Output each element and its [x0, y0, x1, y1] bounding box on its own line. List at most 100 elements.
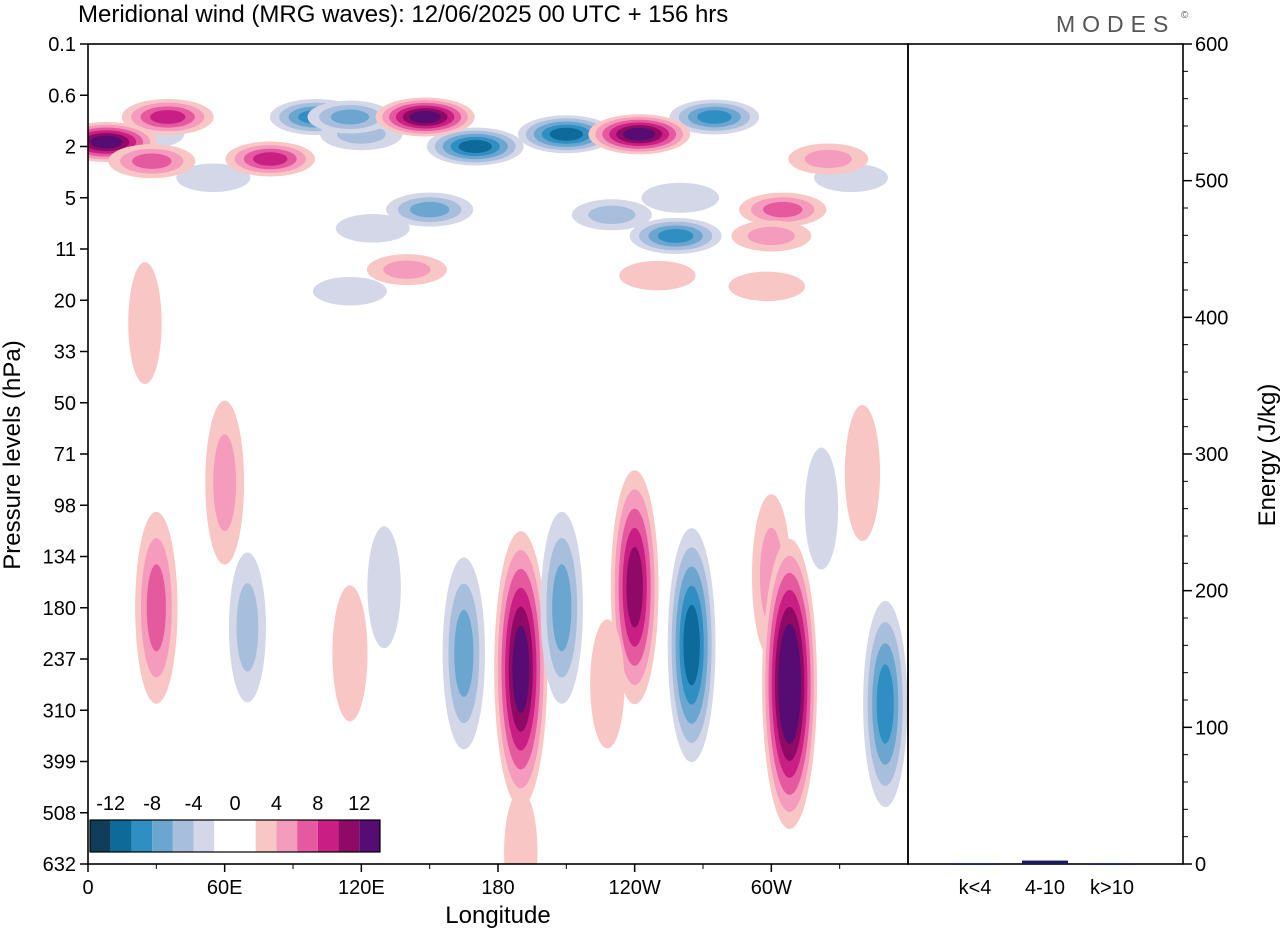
y-tick-label-1: 0.6 [48, 85, 76, 107]
wind-anomaly-27 [312, 276, 387, 306]
wind-contour-28-2 [146, 564, 166, 652]
wind-contour-36-4 [626, 547, 643, 628]
wind-anomaly-36 [610, 470, 659, 705]
wind-anomaly-6 [641, 182, 720, 213]
legend-swatch-13 [359, 820, 380, 852]
energy-tick-label-3: 300 [1195, 444, 1228, 466]
y-tick-label-14: 399 [43, 752, 76, 774]
wind-contour-24-0 [619, 260, 696, 291]
wind-contour-19-5 [623, 127, 656, 141]
wind-anomaly-16 [108, 144, 196, 179]
legend-swatch-9 [276, 820, 298, 852]
wind-anomaly-10 [335, 214, 410, 243]
legend-swatch-8 [255, 820, 277, 852]
wind-anomaly-13 [307, 100, 393, 134]
wind-contour-39-6 [781, 640, 798, 727]
wind-contour-32-0 [367, 526, 401, 649]
legend-swatch-4 [172, 820, 194, 852]
legend-swatch-1 [110, 820, 132, 852]
y-tick-label-5: 20 [54, 290, 76, 312]
legend-label-0: -12 [96, 793, 125, 815]
y-tick-label-6: 33 [54, 342, 76, 364]
y-tick-label-2: 2 [65, 137, 76, 159]
wind-anomaly-28 [135, 511, 178, 704]
wind-anomaly-34 [494, 531, 548, 808]
wind-contour-44-0 [590, 619, 625, 749]
pressure-axis: 0.1 0.6 2 5 11 20 33 50 71 98 134 180 237 310 399 508 63… [43, 34, 88, 876]
wind-anomaly-41 [804, 447, 839, 570]
wind-anomaly-40 [863, 600, 908, 807]
energy-bar-0 [952, 863, 998, 865]
x-tick-label-2: 120E [338, 877, 385, 899]
wind-contour-5-3 [697, 110, 732, 124]
wind-anomaly-22 [731, 220, 812, 252]
chart-title: Meridional wind (MRG waves): 12/06/2025 … [78, 1, 728, 28]
wind-contour-22-1 [747, 226, 795, 246]
wind-anomaly-21 [739, 192, 827, 227]
wind-contour-34-5 [512, 625, 530, 713]
wind-anomaly-3 [426, 127, 524, 166]
wind-contour-8-1 [588, 205, 636, 224]
legend-swatch-2 [131, 820, 153, 852]
y-tick-label-16: 632 [43, 854, 76, 876]
y-tick-label-10: 134 [43, 547, 76, 569]
wind-contour-13-2 [330, 109, 370, 125]
color-legend: -12 -8 -4 0 4 8 12 [89, 793, 381, 853]
wind-contour-14-3 [150, 110, 186, 124]
wind-anomaly-8 [571, 199, 652, 231]
wind-contour-27-0 [312, 276, 387, 306]
y-tick-label-7: 50 [54, 393, 76, 415]
y-tick-label-0: 0.1 [48, 34, 76, 56]
legend-swatch-5 [193, 820, 215, 852]
wind-anomaly-35 [540, 511, 583, 704]
legend-label-5: 8 [312, 793, 323, 815]
energy-tick-label-1: 100 [1195, 717, 1228, 739]
legend-label-6: 12 [348, 793, 370, 815]
wind-contour-31-0 [332, 585, 368, 722]
energy-bar-2 [1089, 863, 1135, 865]
energy-category-label-1: 4-10 [1025, 877, 1065, 899]
energy-tick-label-2: 200 [1195, 581, 1228, 603]
wind-contour-41-0 [804, 447, 839, 570]
x-tick-label-1: 60E [207, 877, 243, 899]
y-tick-label-8: 71 [54, 444, 76, 466]
energy-frame [907, 43, 1184, 865]
y-tick-label-3: 5 [65, 188, 76, 210]
wind-contour-3-4 [458, 139, 492, 154]
wind-contour-6-0 [641, 182, 720, 213]
legend-swatch-10 [297, 820, 318, 852]
wind-contour-35-2 [552, 564, 572, 652]
wind-anomaly-44 [590, 619, 625, 749]
energy-bars [952, 860, 1135, 865]
wind-contour-10-0 [335, 214, 410, 243]
y-tick-label-11: 180 [43, 598, 76, 620]
y-axis-title: Pressure levels (hPa) [0, 340, 26, 569]
wind-contour-42-0 [844, 404, 881, 541]
wind-anomaly-26 [128, 262, 162, 385]
energy-tick-label-5: 500 [1195, 171, 1228, 193]
wind-anomaly-29 [205, 400, 245, 565]
wind-contour-18-5 [409, 110, 441, 124]
legend-label-4: 4 [271, 793, 282, 815]
legend-swatch-0 [90, 820, 111, 852]
energy-category-label-0: k<4 [959, 877, 992, 899]
energy-tick-label-4: 400 [1195, 307, 1228, 329]
energy-category-label-2: k>10 [1090, 877, 1134, 899]
wind-contour-26-0 [128, 262, 162, 385]
wind-contour-4-4 [549, 127, 583, 141]
wind-anomaly-20 [788, 143, 869, 175]
legend-swatch-7 [235, 820, 256, 852]
wind-contour-field [88, 97, 908, 864]
legend-swatch-12 [338, 820, 360, 852]
wind-anomaly-37 [667, 528, 716, 763]
wind-anomaly-5 [669, 99, 760, 135]
brand-mark: © [1181, 10, 1189, 21]
longitude-axis: 0 60E 120E 180 120W 60W [82, 864, 841, 899]
y-tick-label-13: 310 [43, 700, 76, 722]
energy-tick-label-6: 600 [1195, 34, 1228, 56]
wind-anomaly-19 [588, 114, 691, 155]
wind-anomaly-18 [375, 97, 475, 137]
y-tick-label-15: 508 [43, 803, 76, 825]
y-tick-label-4: 11 [55, 239, 76, 261]
wind-anomaly-14 [121, 98, 214, 135]
